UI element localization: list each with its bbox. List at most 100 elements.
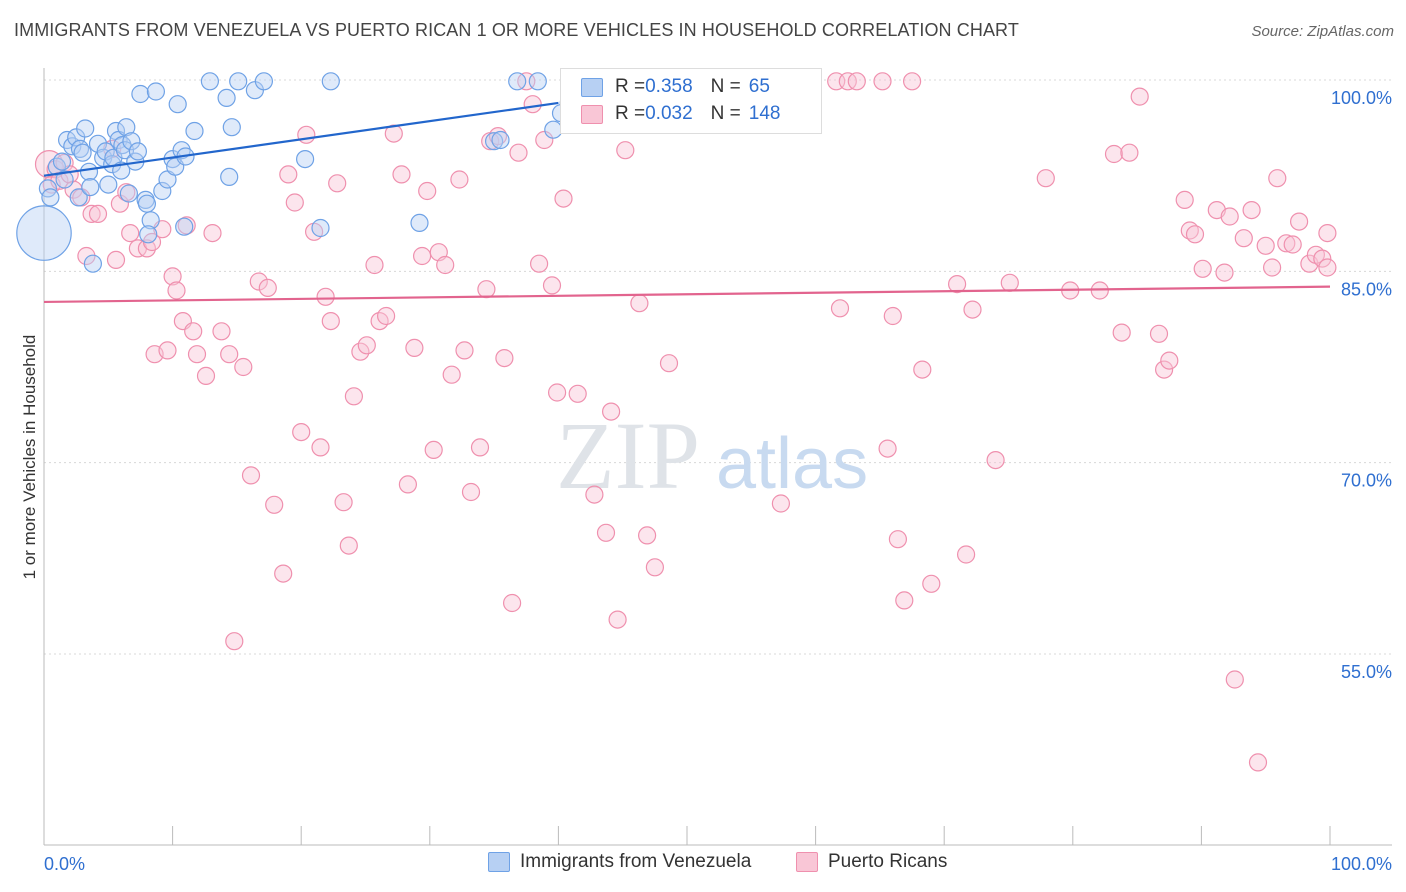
point-puerto-rican xyxy=(418,181,437,201)
point-puerto-rican xyxy=(357,336,376,355)
point-venezuela xyxy=(41,188,60,207)
point-puerto-rican xyxy=(902,72,922,91)
point-puerto-rican xyxy=(1036,169,1055,188)
point-puerto-rican xyxy=(225,632,244,651)
point-puerto-rican xyxy=(442,365,461,384)
point-venezuela xyxy=(73,143,92,162)
point-puerto-rican xyxy=(334,493,353,512)
point-puerto-rican xyxy=(1268,169,1287,188)
legend-swatch-puerto-ricans xyxy=(796,852,818,872)
point-puerto-rican xyxy=(963,300,982,319)
point-puerto-rican xyxy=(1289,212,1309,231)
trend-line-puerto-ricans xyxy=(43,285,1331,304)
point-puerto-rican xyxy=(121,224,140,243)
point-puerto-rican xyxy=(888,530,908,549)
point-venezuela xyxy=(99,175,118,194)
point-venezuela xyxy=(485,132,504,151)
stats-legend: R = 0.358 N = 65 R = 0.032 N = 148 xyxy=(560,68,822,134)
point-puerto-rican xyxy=(1149,324,1169,343)
stats-swatch-puerto-ricans xyxy=(581,104,603,124)
point-puerto-rican xyxy=(413,246,432,266)
point-puerto-rican xyxy=(502,593,522,613)
point-puerto-rican xyxy=(328,174,347,193)
point-puerto-rican xyxy=(279,165,298,184)
point-puerto-rican xyxy=(1104,144,1124,164)
point-puerto-rican xyxy=(585,485,604,504)
point-venezuela xyxy=(229,72,248,91)
point-venezuela xyxy=(141,211,160,230)
point-venezuela xyxy=(122,132,141,151)
stats-row-venezuela: R = 0.358 N = 65 xyxy=(581,74,770,100)
point-puerto-rican xyxy=(249,272,268,291)
point-puerto-rican xyxy=(398,475,417,494)
point-puerto-rican xyxy=(234,357,253,377)
point-puerto-rican xyxy=(1318,258,1337,277)
point-puerto-rican xyxy=(212,322,231,341)
point-puerto-rican xyxy=(645,558,665,577)
axes xyxy=(43,68,1392,846)
point-venezuela xyxy=(83,254,103,273)
point-puerto-rican xyxy=(523,95,542,114)
point-venezuela xyxy=(146,82,165,101)
point-puerto-rican xyxy=(477,280,496,299)
y-tick-labels: 100.0% 85.0% 70.0% 55.0% xyxy=(1331,88,1392,682)
point-puerto-rican xyxy=(285,193,304,212)
point-puerto-rican xyxy=(265,495,284,514)
n-value: 65 xyxy=(748,76,770,97)
point-puerto-rican xyxy=(1283,235,1302,254)
point-puerto-rican xyxy=(1313,249,1332,268)
point-venezuela xyxy=(137,194,156,213)
point-venezuela xyxy=(185,121,204,141)
point-puerto-rican xyxy=(1160,351,1179,370)
point-puerto-rican xyxy=(1193,259,1212,278)
legend-item-venezuela[interactable]: Immigrants from Venezuela xyxy=(488,851,751,873)
point-puerto-rican xyxy=(377,306,396,326)
point-venezuela xyxy=(153,181,172,201)
point-puerto-rican xyxy=(187,345,207,364)
stats-swatch-venezuela xyxy=(581,77,603,97)
legend-label-puerto-ricans: Puerto Ricans xyxy=(828,851,948,872)
point-venezuela xyxy=(55,170,74,189)
y-tick-label: 100.0% xyxy=(1331,88,1392,108)
point-venezuela xyxy=(139,225,158,244)
point-puerto-rican xyxy=(158,341,177,360)
point-venezuela xyxy=(222,118,241,137)
point-puerto-rican xyxy=(1215,263,1234,282)
point-puerto-rican xyxy=(365,255,384,275)
point-puerto-rican xyxy=(88,204,108,223)
point-puerto-rican xyxy=(542,276,562,295)
watermark-atlas: atlas xyxy=(716,424,868,504)
point-puerto-rican xyxy=(470,438,490,457)
point-puerto-rican xyxy=(311,438,330,457)
point-puerto-rican xyxy=(316,287,335,306)
legend-item-puerto-ricans[interactable]: Puerto Ricans xyxy=(796,851,947,873)
point-venezuela xyxy=(175,217,194,236)
r-value: 0.358 xyxy=(645,76,693,97)
x-tick-label-max: 100.0% xyxy=(1331,854,1392,874)
point-puerto-rican xyxy=(1234,229,1253,248)
point-puerto-rican xyxy=(339,536,358,555)
point-puerto-rican xyxy=(220,345,239,364)
point-puerto-rican xyxy=(436,255,455,275)
point-puerto-rican xyxy=(1277,234,1296,253)
point-puerto-rican xyxy=(509,143,528,162)
point-puerto-rican xyxy=(1175,190,1194,209)
point-puerto-rican xyxy=(873,72,892,91)
y-tick-label: 85.0% xyxy=(1341,279,1392,299)
point-puerto-rican xyxy=(1242,201,1261,220)
trend-line-venezuela xyxy=(43,101,559,177)
point-puerto-rican xyxy=(344,387,363,406)
point-venezuela xyxy=(410,213,429,232)
point-puerto-rican xyxy=(1262,258,1282,277)
point-venezuela xyxy=(16,205,72,261)
point-puerto-rican xyxy=(292,423,311,442)
y-tick-label: 55.0% xyxy=(1341,662,1392,682)
point-puerto-rican xyxy=(947,275,967,294)
r-value: 0.032 xyxy=(645,103,693,124)
point-venezuela xyxy=(115,141,135,160)
point-puerto-rican xyxy=(922,574,941,593)
point-puerto-rican xyxy=(883,306,902,326)
point-venezuela xyxy=(69,188,88,207)
point-venezuela xyxy=(88,134,108,153)
point-puerto-rican xyxy=(1112,323,1131,342)
